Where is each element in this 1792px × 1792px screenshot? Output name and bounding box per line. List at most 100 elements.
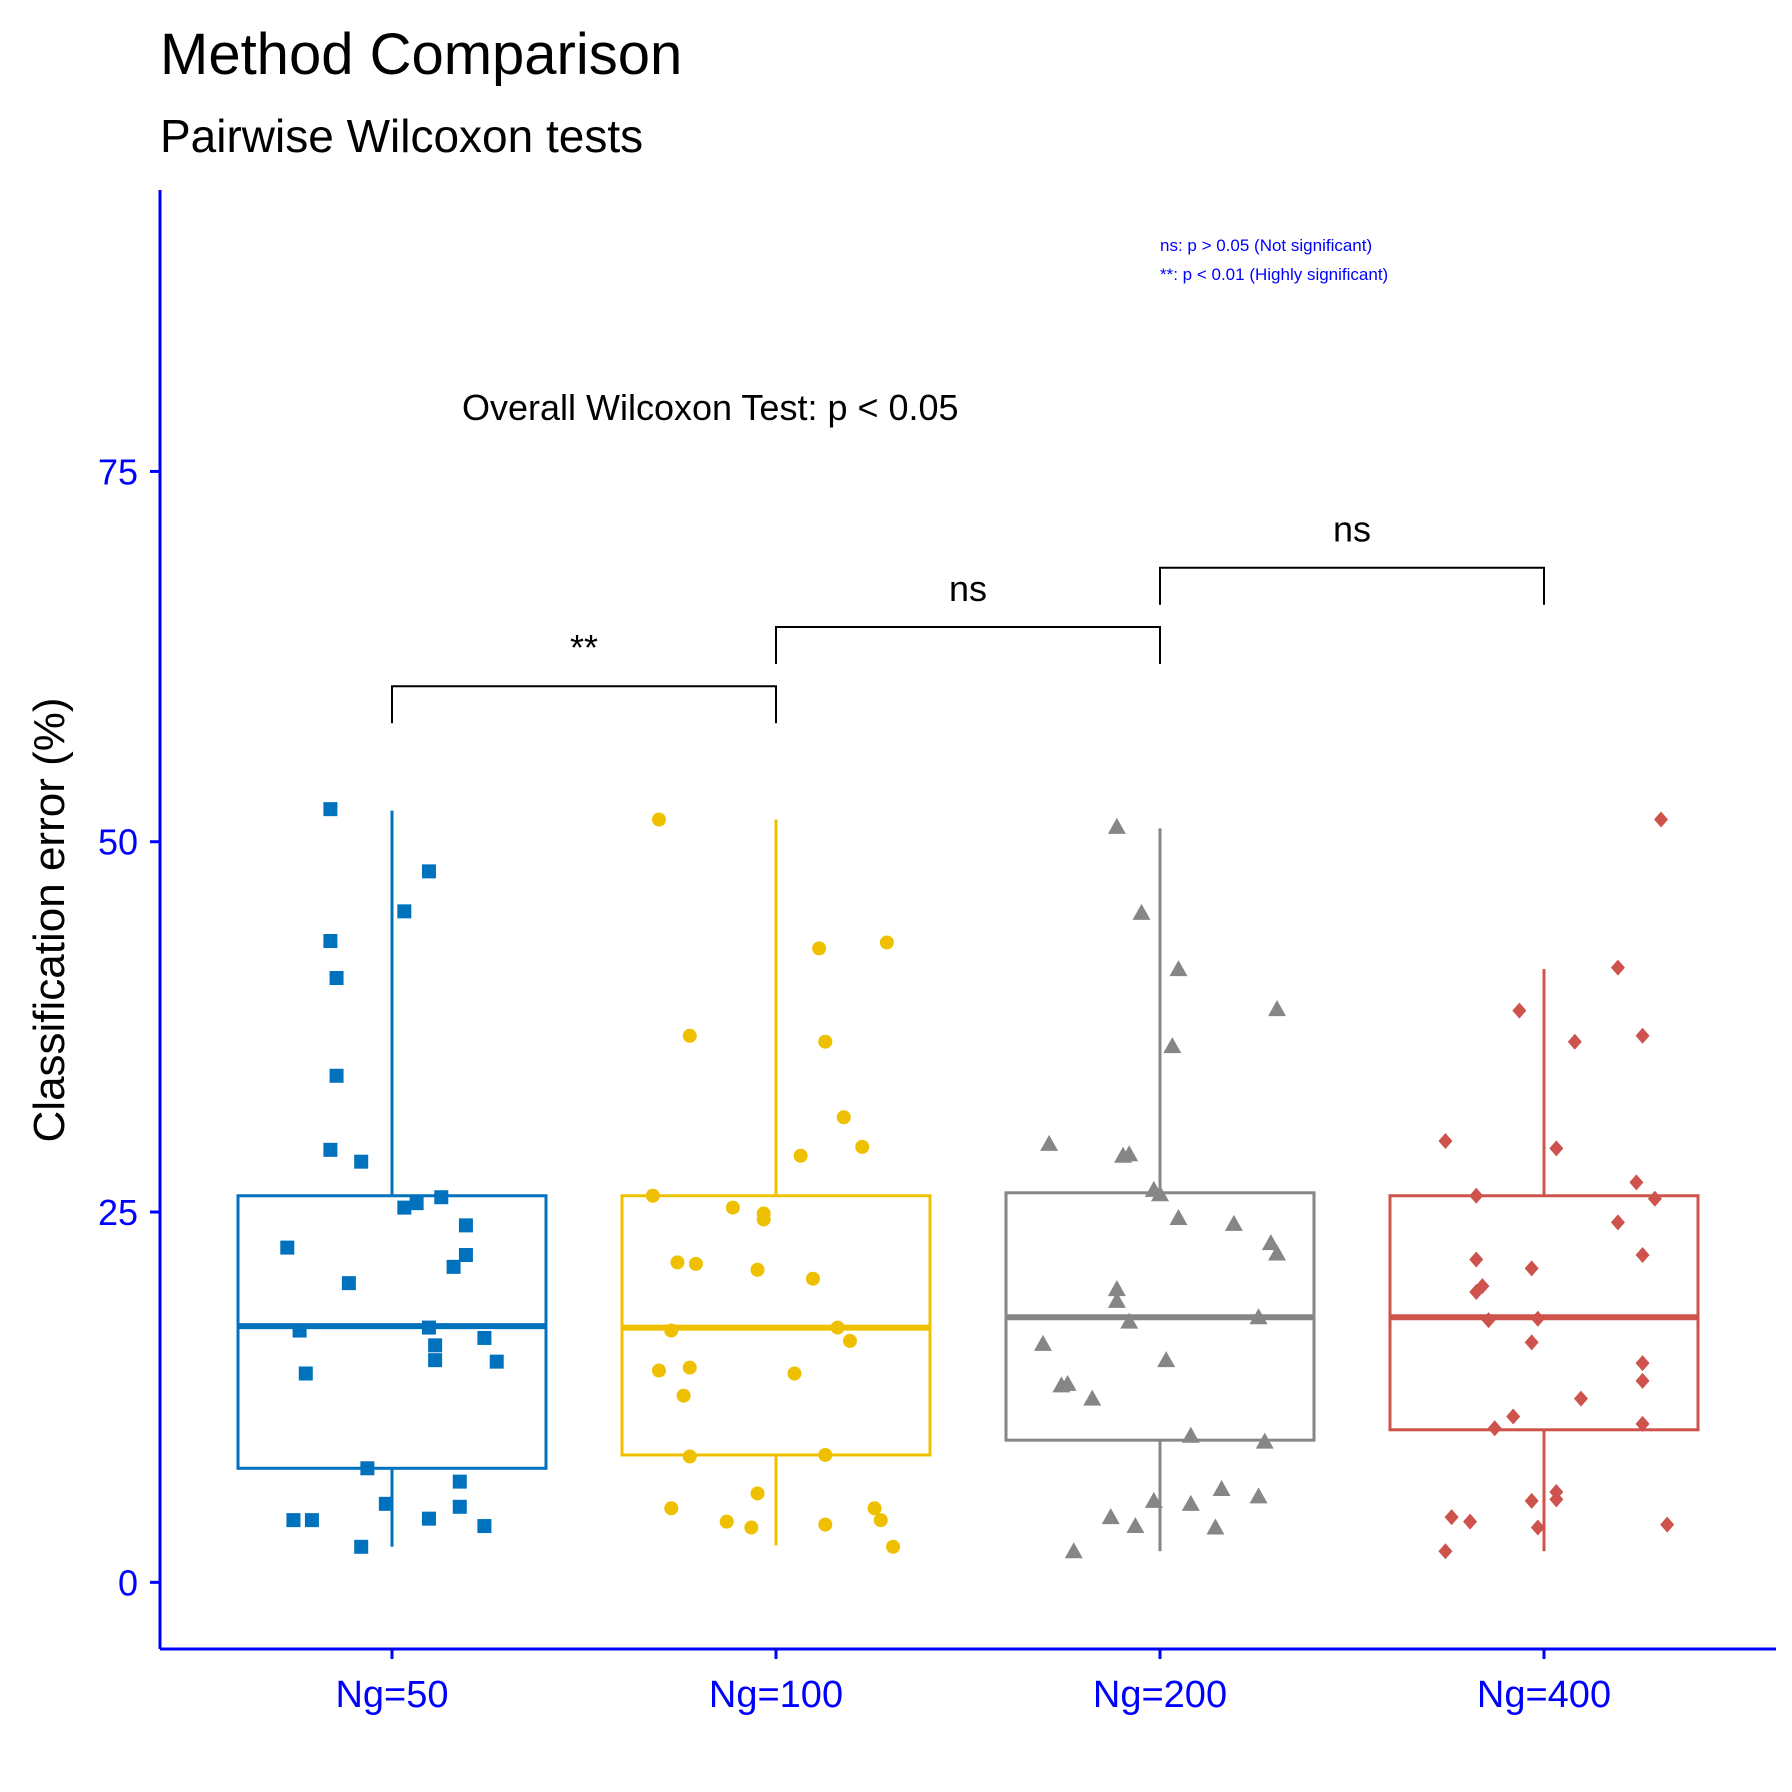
data-point xyxy=(818,1447,833,1462)
data-point xyxy=(1487,1420,1502,1437)
data-point xyxy=(670,1255,685,1270)
x-tick-label: Ng=400 xyxy=(1477,1674,1611,1716)
data-point xyxy=(1629,1174,1644,1191)
data-point xyxy=(725,1200,740,1215)
data-point xyxy=(1635,1372,1650,1389)
axes xyxy=(158,190,1776,1651)
data-point xyxy=(434,1190,449,1205)
data-point xyxy=(1249,1487,1268,1504)
data-point xyxy=(1660,1516,1675,1533)
data-point xyxy=(1120,1312,1139,1329)
data-point xyxy=(1549,1140,1564,1157)
bracket-label: ns xyxy=(1333,509,1371,550)
data-point xyxy=(682,1028,697,1043)
comparison-bracket: ** xyxy=(391,627,777,724)
data-point xyxy=(1064,1542,1083,1559)
data-point xyxy=(458,1218,473,1233)
y-tick-label: 0 xyxy=(118,1562,138,1603)
box-iqr xyxy=(236,1194,548,1470)
data-point xyxy=(1635,1246,1650,1263)
bracket-label: ** xyxy=(570,627,598,668)
data-point xyxy=(298,1366,313,1381)
data-point xyxy=(1469,1251,1484,1268)
data-point xyxy=(756,1212,771,1227)
data-point xyxy=(1249,1308,1268,1325)
data-point xyxy=(1040,1134,1059,1151)
significance-legend: ns: p > 0.05 (Not significant) **: p < 0… xyxy=(1160,236,1388,284)
data-point xyxy=(477,1330,492,1345)
data-point xyxy=(719,1514,734,1529)
data-point xyxy=(354,1154,369,1169)
bracket-line xyxy=(1159,566,1545,605)
comparison-bracket: ns xyxy=(775,568,1161,664)
data-point xyxy=(1144,1491,1163,1508)
data-point xyxy=(458,1247,473,1262)
data-point xyxy=(1151,1185,1169,1202)
data-point xyxy=(1469,1187,1484,1204)
data-point xyxy=(397,904,412,919)
overall-test-annotation: Overall Wilcoxon Test: p < 0.05 xyxy=(462,387,959,428)
data-point xyxy=(750,1262,765,1277)
data-point xyxy=(818,1517,833,1532)
data-point xyxy=(744,1520,759,1535)
x-axis-ticks: Ng=50 Ng=100 Ng=200 Ng=400 xyxy=(335,1649,1611,1716)
box-plots xyxy=(236,810,1700,1552)
data-point xyxy=(428,1353,443,1368)
data-point xyxy=(1268,1244,1287,1261)
data-point xyxy=(645,1188,660,1203)
data-point xyxy=(1530,1519,1545,1536)
data-point xyxy=(1444,1509,1459,1526)
data-point xyxy=(1083,1389,1102,1406)
data-point xyxy=(682,1449,697,1464)
data-point xyxy=(1107,1291,1126,1308)
data-point xyxy=(1506,1408,1521,1425)
data-point xyxy=(793,1148,808,1163)
data-point xyxy=(489,1354,504,1369)
data-point xyxy=(682,1360,697,1375)
box-ng-50 xyxy=(236,810,548,1547)
data-point xyxy=(1132,903,1151,920)
data-point xyxy=(1206,1518,1225,1535)
data-point xyxy=(879,935,894,950)
bracket-line xyxy=(391,685,777,724)
data-point xyxy=(1268,1000,1287,1017)
data-point xyxy=(292,1323,307,1338)
data-point xyxy=(1635,1415,1650,1432)
data-point xyxy=(855,1139,870,1154)
data-point xyxy=(1438,1132,1453,1149)
significance-legend-double-star: **: p < 0.01 (Highly significant) xyxy=(1160,265,1388,284)
data-point xyxy=(651,1363,666,1378)
data-point xyxy=(812,941,827,956)
data-point xyxy=(1033,1334,1052,1351)
y-tick-label: 75 xyxy=(98,451,138,492)
data-point xyxy=(428,1338,443,1353)
data-points xyxy=(280,802,1675,1560)
y-axis-ticks: 0 25 50 75 xyxy=(98,451,160,1603)
significance-legend-ns: ns: p > 0.05 (Not significant) xyxy=(1160,236,1372,255)
data-point xyxy=(378,1496,393,1511)
data-point xyxy=(867,1501,882,1516)
bracket-line xyxy=(775,625,1161,664)
data-point xyxy=(452,1474,467,1489)
x-tick-label: Ng=50 xyxy=(335,1674,448,1716)
data-point xyxy=(1635,1355,1650,1372)
data-point xyxy=(1481,1312,1496,1329)
data-point xyxy=(651,812,666,827)
x-tick-label: Ng=100 xyxy=(709,1674,843,1716)
box-ng-100 xyxy=(620,819,932,1546)
data-point xyxy=(818,1034,833,1049)
data-point xyxy=(1647,1190,1662,1207)
data-point xyxy=(329,1068,344,1083)
data-point xyxy=(477,1519,492,1534)
data-point xyxy=(1469,1284,1484,1301)
y-axis-label: Classification error (%) xyxy=(25,698,74,1143)
data-point xyxy=(688,1256,703,1271)
y-tick-label: 25 xyxy=(98,1192,138,1233)
data-point xyxy=(1126,1517,1145,1534)
comparison-bracket: ns xyxy=(1159,509,1545,605)
data-point xyxy=(360,1461,375,1476)
data-point xyxy=(1107,1280,1126,1297)
data-point xyxy=(1610,959,1625,976)
data-point xyxy=(341,1276,356,1291)
data-point xyxy=(873,1513,888,1528)
